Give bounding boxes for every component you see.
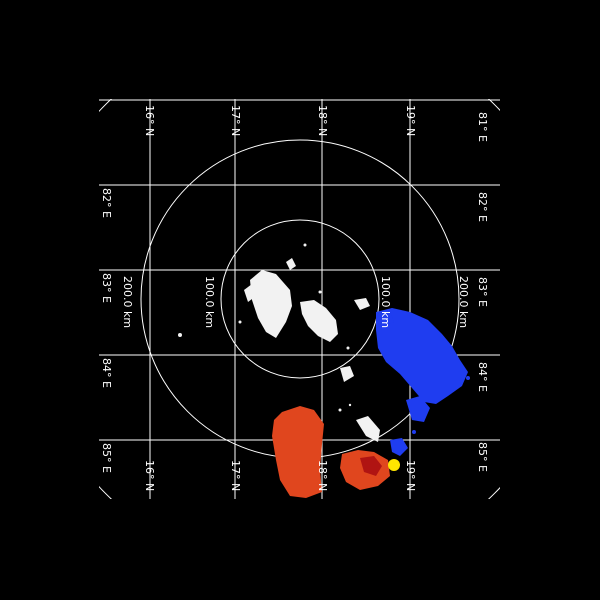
lon-label-right-85: 85° E [476,442,489,472]
lat-label-top-19: 19° N [404,105,417,136]
range-label-right-100km: 100.0 km [379,276,392,328]
lat-label-top-18: 18° N [316,105,329,136]
lon-label-left-82: 82° E [100,188,113,218]
yellow-dot-icon [388,459,400,471]
lon-label-right-84: 84° E [476,362,489,392]
lat-label-bottom-17: 17° N [229,460,242,491]
lon-label-left-84: 84° E [100,358,113,388]
dark-red-echo-core [360,456,382,476]
lat-label-bottom-16: 16° N [143,460,156,491]
lat-label-bottom-19: 19° N [404,460,417,491]
lon-label-left-85: 85° E [100,443,113,473]
range-label-right-200km: 200.0 km [457,276,470,328]
lat-label-bottom-18: 18° N [316,460,329,491]
lon-label-right-81: 81° E [476,112,489,142]
lon-label-left-83: 83° E [100,273,113,303]
white-echo-region [178,243,380,442]
lat-label-top-16: 16° N [143,105,156,136]
blue-echo-region [376,308,470,456]
lat-label-top-17: 17° N [229,105,242,136]
range-ring-100km [220,219,380,379]
lon-label-right-83: 83° E [476,277,489,307]
range-label-left-100km: 100.0 km [203,276,216,328]
range-label-left-200km: 200.0 km [121,276,134,328]
lon-label-right-82: 82° E [476,192,489,222]
